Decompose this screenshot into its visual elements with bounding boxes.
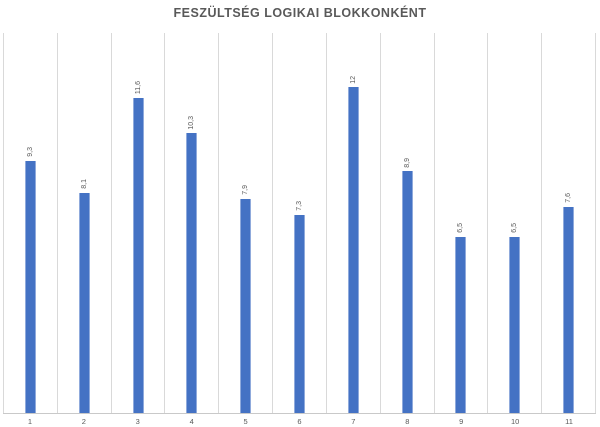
category-cell: 10,3 [164,33,218,413]
bar [132,98,144,413]
bar-value-label: 10,3 [188,115,196,130]
bar-value-label: 7,6 [565,192,573,203]
bar-value-label: 7,3 [295,201,303,211]
bar [347,87,359,413]
bar-value-label: 8,1 [80,179,88,190]
x-axis: 1 2 3 4 5 6 7 8 9 10 11 [3,414,596,427]
category-cell: 6,5 [487,33,541,413]
bar [563,206,575,413]
bar-value-label: 7,9 [242,184,250,195]
bar-value-label: 11,6 [134,81,142,95]
bar [509,236,521,413]
x-axis-label: 6 [297,417,302,426]
category-cell: 12 [325,33,380,413]
bar-value-label: 6,5 [457,222,465,233]
x-axis-label: 4 [189,417,194,426]
plot-area: 9,3 8,1 11,6 10,3 7,9 7,3 12 8,9 6,5 6,5 7,6 [3,33,596,414]
chart-title: FESZÜLTSÉG LOGIKAI BLOKKONKÉNT [173,6,427,20]
category-cell: 7,3 [272,33,326,413]
bar [24,160,36,413]
bar-value-label: 8,9 [403,157,411,168]
bar-value-label: 6,5 [511,222,519,233]
category-cell: 8,9 [379,33,434,413]
x-axis-label: 10 [510,417,520,426]
category-cell: 7,9 [218,33,272,413]
x-axis-label: 1 [27,417,33,426]
x-axis-label: 2 [81,417,86,426]
bar [455,236,467,413]
bar-value-label: 12 [349,75,357,84]
bar [186,133,198,413]
x-axis-label: 3 [135,417,140,426]
category-cell: 6,5 [433,33,488,413]
category-cell: 9,3 [3,33,57,413]
x-axis-label: 8 [405,417,410,426]
x-axis-label: 7 [351,417,356,426]
category-cell: 7,6 [541,33,596,413]
x-axis-label: 5 [243,417,248,426]
x-axis-label: 11 [565,417,573,426]
bar [293,214,305,413]
bar [240,198,252,413]
x-axis-label: 9 [459,417,464,426]
bar-value-label: 9,3 [26,146,34,157]
bar [78,193,90,413]
category-cell: 11,6 [110,33,165,413]
bar [401,171,413,413]
category-cell: 8,1 [56,33,111,413]
